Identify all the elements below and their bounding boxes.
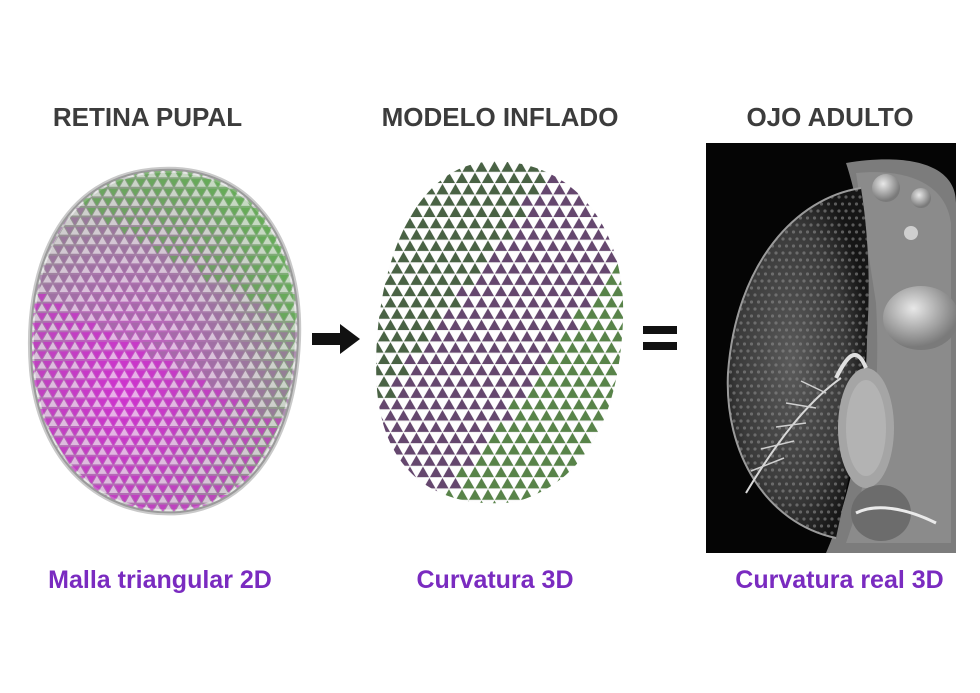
adult-eye-image <box>706 143 956 553</box>
right-arrow-icon <box>312 324 360 354</box>
panel-caption-retina: Malla triangular 2D <box>48 566 272 594</box>
panel-title-retina: RETINA PUPAL <box>52 102 243 132</box>
panel-caption-model: Curvatura 3D <box>416 566 574 594</box>
panel-caption-adult: Curvatura real 3D <box>735 566 944 594</box>
panel-title-adult: OJO ADULTO <box>746 102 914 132</box>
inflated-model-image <box>376 161 624 504</box>
panel-title-model: MODELO INFLADO <box>381 102 619 132</box>
equals-icon <box>643 326 677 350</box>
pupal-retina-image <box>27 166 302 516</box>
